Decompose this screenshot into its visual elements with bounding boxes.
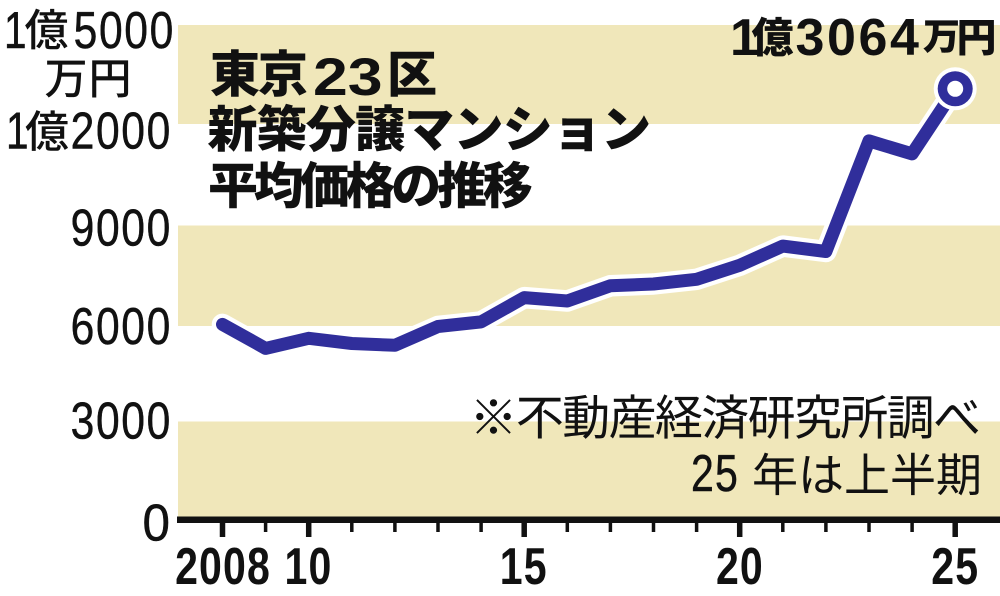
svg-text:9000: 9000: [71, 200, 172, 258]
svg-text:23: 23: [313, 48, 383, 107]
svg-text:25: 25: [931, 537, 979, 595]
svg-text:1: 1: [730, 9, 759, 67]
svg-text:0: 0: [143, 493, 170, 551]
svg-text:25: 25: [691, 444, 739, 502]
svg-text:6000: 6000: [71, 298, 172, 356]
svg-text:2000: 2000: [71, 103, 172, 161]
svg-text:3000: 3000: [71, 393, 172, 451]
svg-text:1: 1: [6, 102, 29, 160]
svg-text:10: 10: [285, 537, 333, 595]
svg-text:20: 20: [716, 537, 764, 595]
svg-text:1: 1: [4, 1, 27, 59]
svg-text:2008: 2008: [175, 537, 271, 595]
svg-text:15: 15: [500, 537, 548, 595]
svg-text:5000: 5000: [74, 2, 175, 60]
svg-text:3064: 3064: [796, 9, 922, 67]
